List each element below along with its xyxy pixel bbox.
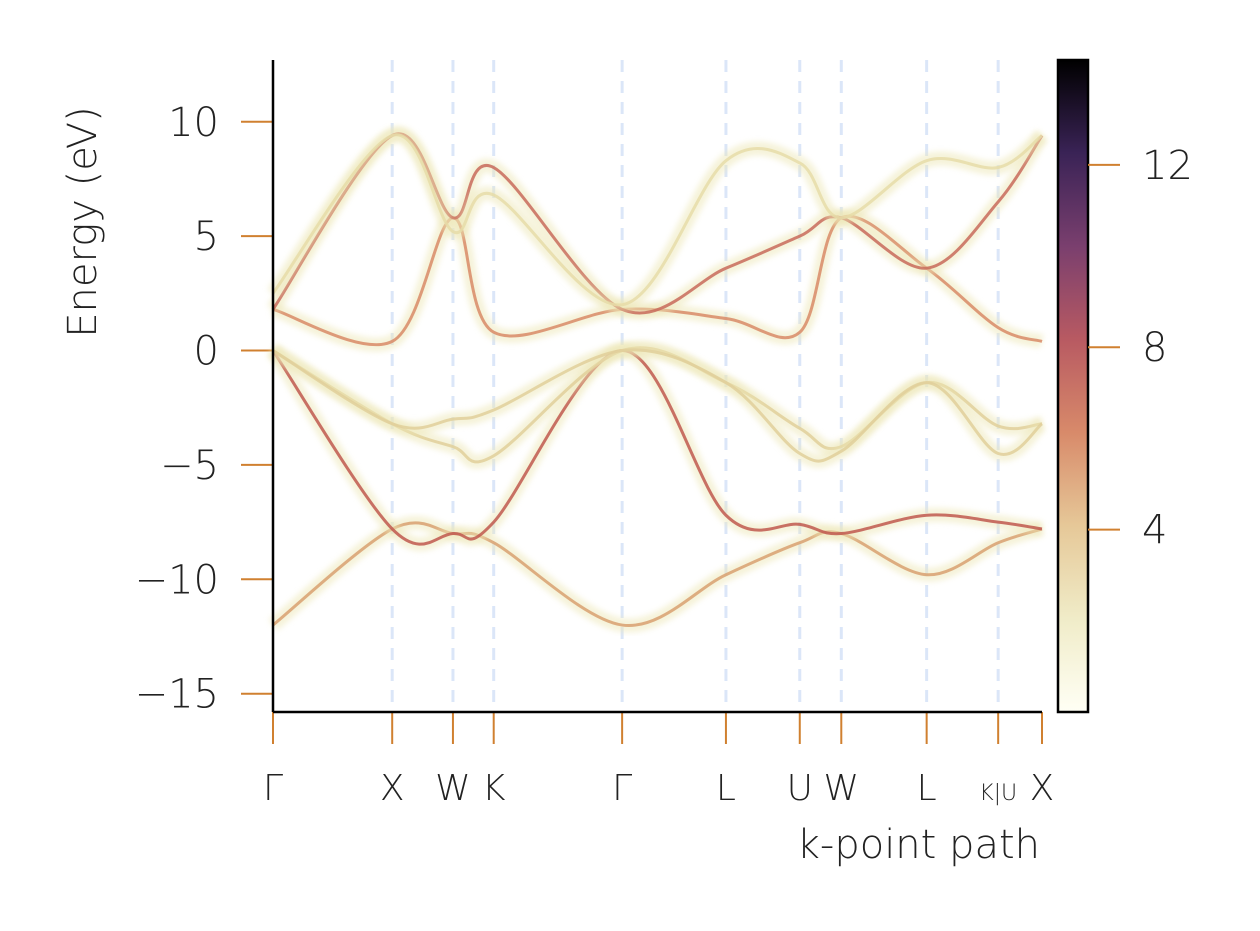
x-tick-label: U bbox=[787, 768, 813, 809]
colorbar bbox=[1056, 58, 1090, 714]
x-tick-label: L bbox=[716, 768, 736, 809]
x-tick-label: L bbox=[917, 768, 937, 809]
band-line bbox=[271, 349, 1043, 546]
x-tick-label: Γ bbox=[612, 768, 632, 809]
band-line bbox=[271, 133, 1043, 307]
y-tick-label: 5 bbox=[194, 214, 219, 260]
y-tick-label: −15 bbox=[135, 672, 219, 718]
y-tick-label: −5 bbox=[160, 443, 219, 489]
bands bbox=[267, 127, 1048, 633]
colorbar-tick-label: 12 bbox=[1142, 143, 1193, 189]
x-tick-label: W bbox=[435, 768, 471, 809]
x-tick-label: X bbox=[1030, 768, 1055, 809]
y-tick-label: −10 bbox=[135, 557, 219, 603]
y-tick-label: 10 bbox=[168, 100, 219, 146]
x-tick-label: K|U bbox=[979, 781, 1017, 806]
band-line bbox=[272, 348, 1043, 463]
colorbar-tick-label: 4 bbox=[1142, 508, 1167, 554]
y-axis-label: Energy (eV) bbox=[60, 106, 106, 337]
x-tick-label: X bbox=[380, 768, 405, 809]
x-tick-label: W bbox=[823, 768, 859, 809]
x-tick-label: K bbox=[482, 768, 506, 809]
colorbar-tick-label: 8 bbox=[1142, 325, 1167, 371]
band-line bbox=[272, 521, 1043, 627]
x-axis-label: k-point path bbox=[797, 822, 1040, 868]
y-tick-label: 0 bbox=[194, 329, 219, 375]
x-tick-label: Γ bbox=[263, 768, 283, 809]
